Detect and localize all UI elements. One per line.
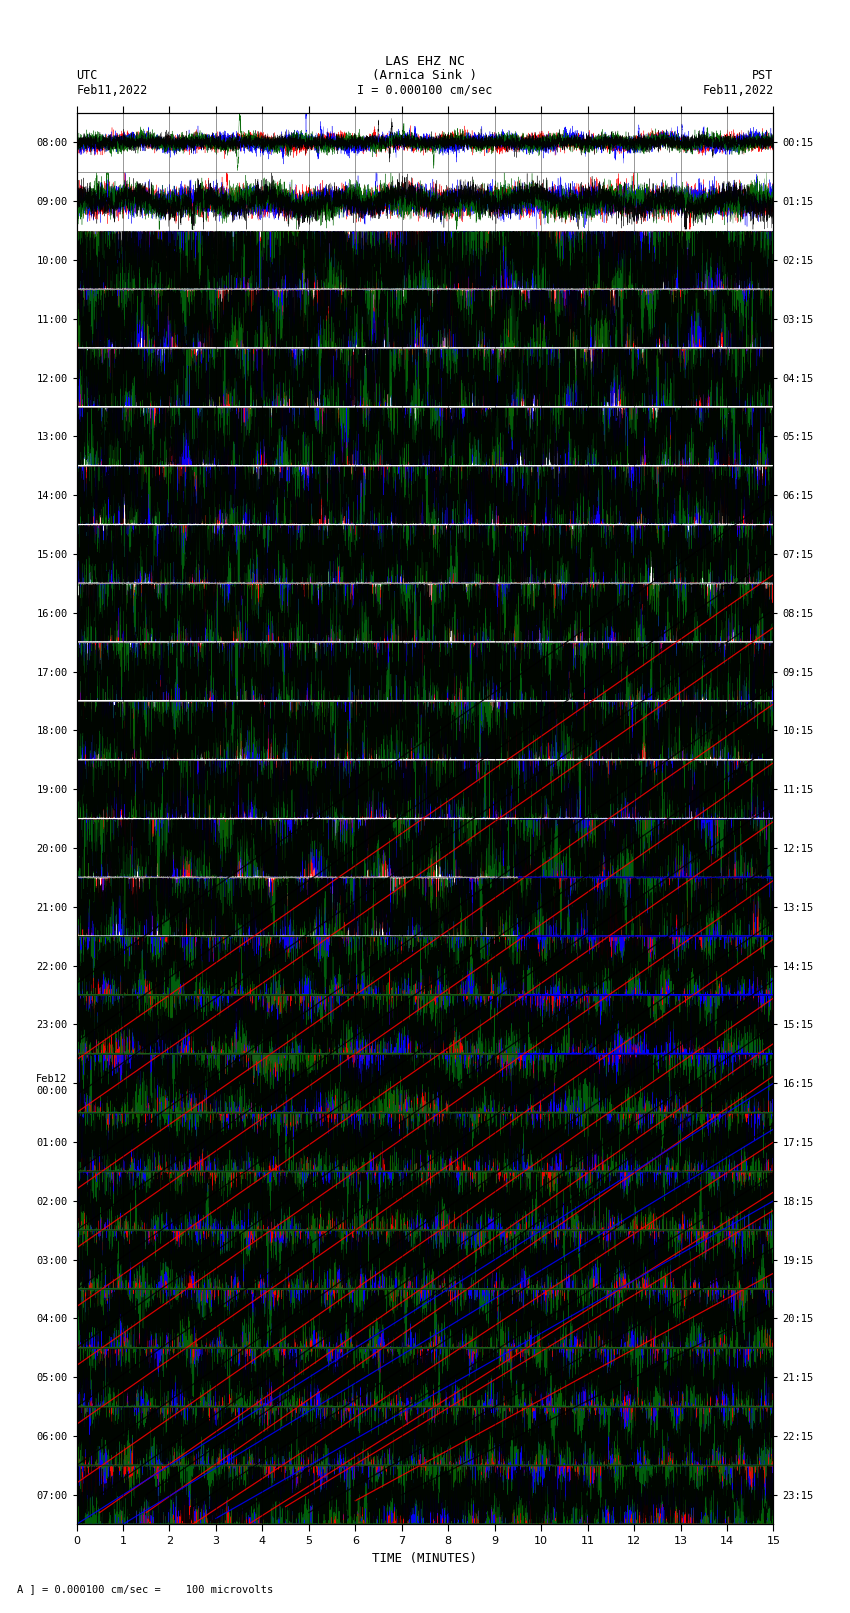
Text: (Arnica Sink ): (Arnica Sink ) bbox=[372, 69, 478, 82]
X-axis label: TIME (MINUTES): TIME (MINUTES) bbox=[372, 1552, 478, 1565]
Text: Feb11,2022: Feb11,2022 bbox=[702, 84, 774, 97]
Text: UTC: UTC bbox=[76, 69, 98, 82]
Text: PST: PST bbox=[752, 69, 774, 82]
Text: I = 0.000100 cm/sec: I = 0.000100 cm/sec bbox=[357, 84, 493, 97]
Text: Feb11,2022: Feb11,2022 bbox=[76, 84, 148, 97]
Text: A ] = 0.000100 cm/sec =    100 microvolts: A ] = 0.000100 cm/sec = 100 microvolts bbox=[17, 1584, 273, 1594]
Text: LAS EHZ NC: LAS EHZ NC bbox=[385, 55, 465, 68]
